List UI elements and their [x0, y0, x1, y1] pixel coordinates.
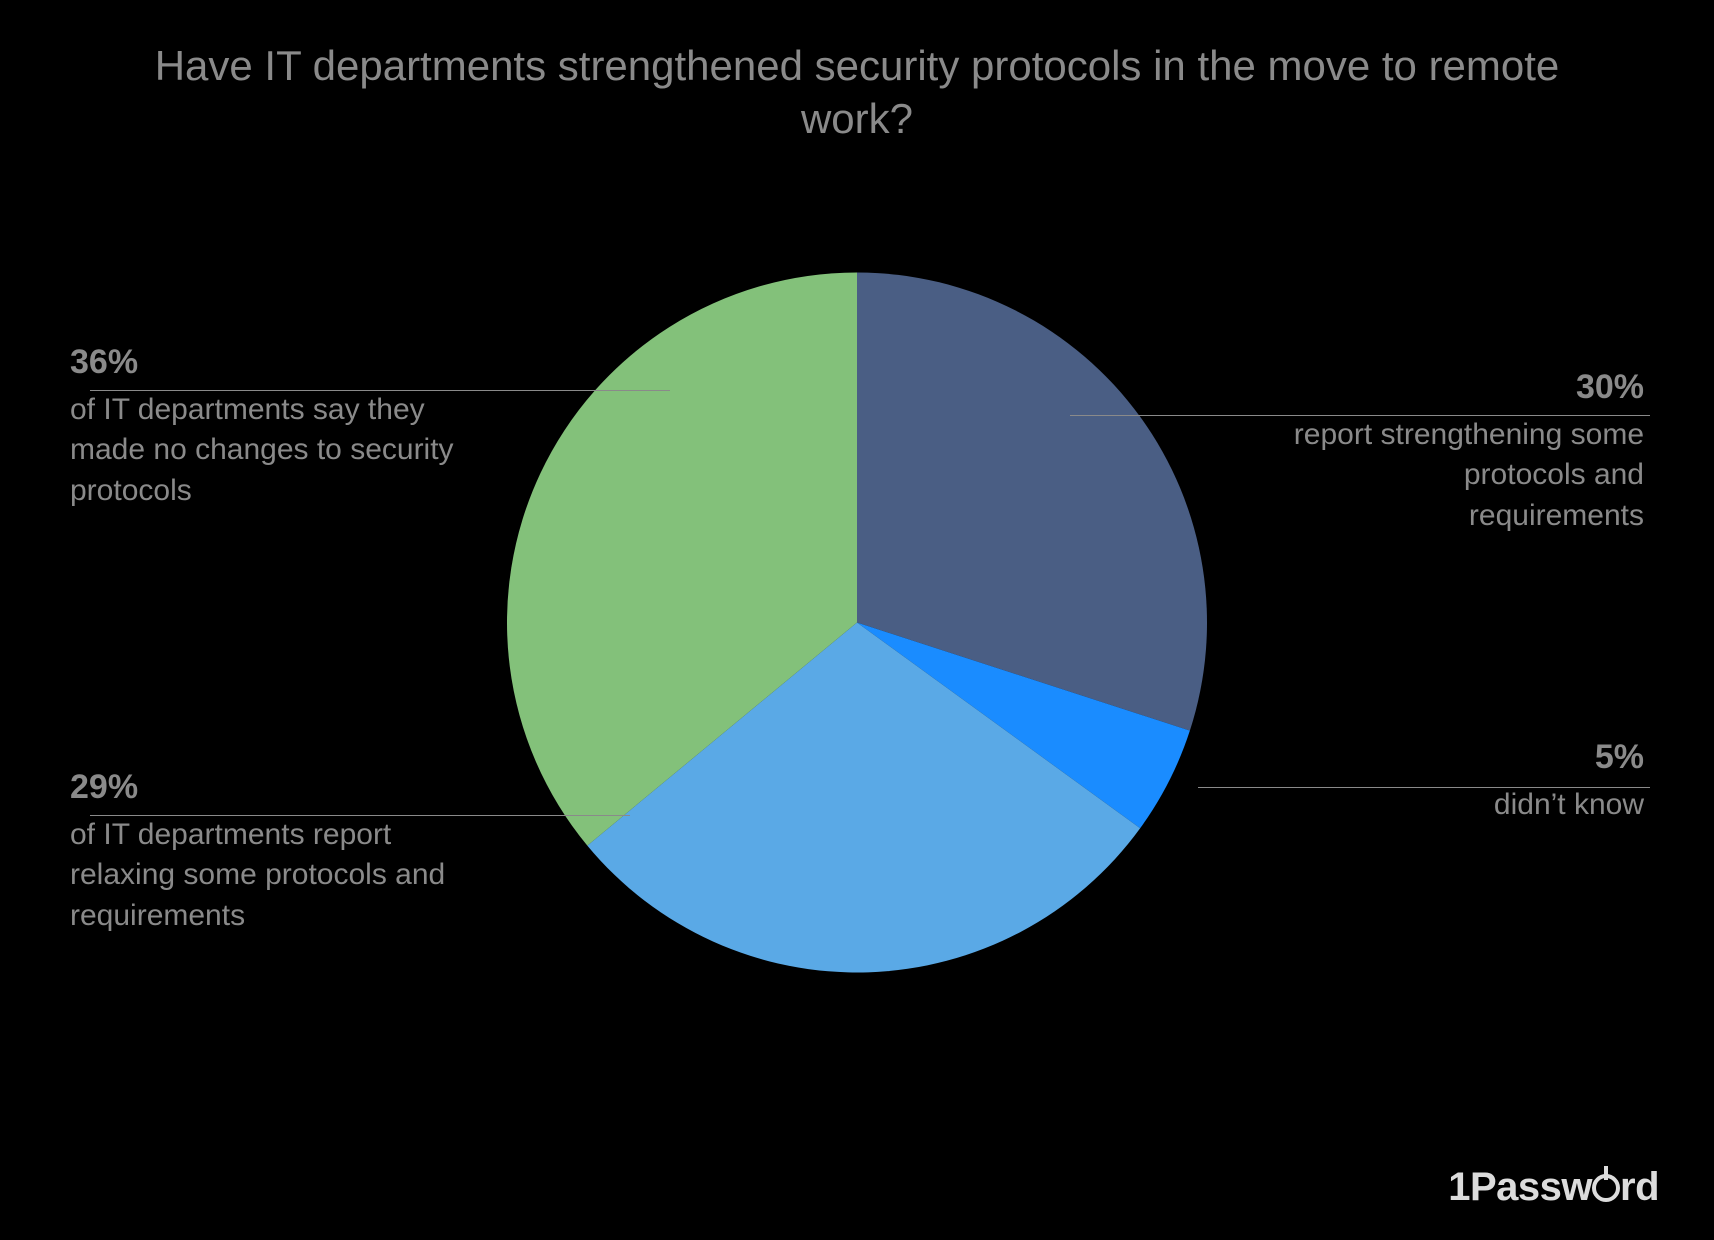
brand-o-icon	[1592, 1172, 1620, 1204]
callout-pct-no_change: 36%	[70, 340, 470, 386]
callout-desc-strengthened: report strengthening some protocols and …	[1284, 415, 1644, 537]
brand-logo: 1Passw rd	[1448, 1165, 1659, 1210]
callout-desc-relaxed: of IT departments report relaxing some p…	[70, 815, 470, 937]
callout-relaxed: 29%of IT departments report relaxing som…	[70, 765, 470, 936]
callout-didnt_know: 5%didn’t know	[1284, 735, 1644, 825]
chart-container: Have IT departments strengthened securit…	[0, 0, 1714, 1240]
callout-pct-didnt_know: 5%	[1284, 735, 1644, 781]
brand-text-suffix: rd	[1620, 1165, 1659, 1209]
callout-desc-didnt_know: didn’t know	[1284, 785, 1644, 826]
callout-no_change: 36%of IT departments say they made no ch…	[70, 340, 470, 511]
callout-desc-no_change: of IT departments say they made no chang…	[70, 390, 470, 512]
pie-chart	[507, 273, 1207, 978]
callout-pct-relaxed: 29%	[70, 765, 470, 811]
brand-text-prefix: 1Passw	[1448, 1165, 1592, 1209]
chart-title: Have IT departments strengthened securit…	[107, 40, 1607, 145]
callout-strengthened: 30%report strengthening some protocols a…	[1284, 365, 1644, 536]
chart-area: 30%report strengthening some protocols a…	[70, 175, 1644, 1075]
callout-pct-strengthened: 30%	[1284, 365, 1644, 411]
